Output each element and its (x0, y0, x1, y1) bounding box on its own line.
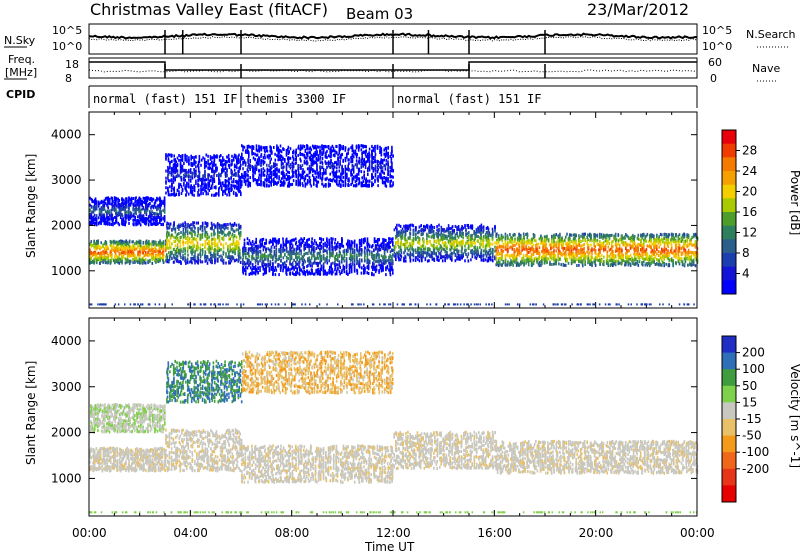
velocity_panel-colorbar-swatch-6 (722, 435, 736, 453)
nave-tick-top: 60 (708, 56, 722, 69)
xaxis-label: Time UT (364, 540, 415, 554)
velocity_panel-colorbar-swatch-3 (722, 385, 736, 403)
cpid-segment-2: normal (fast) 151 IF (397, 92, 542, 106)
freq-tick-top: 18 (65, 58, 79, 71)
power_panel-bg (89, 112, 697, 308)
velocity_panel-colorbar-swatch-9 (722, 485, 736, 503)
velocity_panel-colorbar-swatch-0 (722, 336, 736, 354)
velocity_panel-colorbar-swatch-5 (722, 419, 736, 437)
xtick-2: 08:00 (275, 526, 310, 540)
nsky-tick-top: 10^5 (52, 24, 82, 37)
nave-tick-bottom: 0 (710, 72, 717, 85)
nave-trace (88, 69, 698, 73)
power_panel-colorbar-swatch-0 (722, 130, 736, 145)
beam-label: Beam 03 (346, 5, 413, 23)
freq-unit: [MHz] (5, 66, 37, 79)
velocity_panel-ytick-2: 2000 (51, 426, 82, 440)
date-label: 23/Mar/2012 (587, 0, 689, 19)
velocity_panel-colorbar-tick-5: -50 (742, 429, 762, 443)
nsearch-label: N.Search (746, 28, 796, 41)
velocity_panel-colorbar-swatch-8 (722, 468, 736, 486)
power_panel-colorbar-tick-6: 4 (742, 267, 750, 281)
cpid-segment-0: normal (fast) 151 IF (93, 92, 238, 106)
velocity_panel-ytick-0: 4000 (51, 334, 82, 348)
nsearch-tick-bottom: 10^0 (702, 40, 732, 53)
velocity_panel-colorbar-tick-0: 200 (742, 346, 765, 360)
power_panel-colorbar-swatch-7 (722, 225, 736, 240)
nsky-tick-bottom: 10^0 (52, 40, 82, 53)
power_panel-colorbar-swatch-9 (722, 253, 736, 268)
power_panel-colorbar-swatch-8 (722, 239, 736, 254)
xtick-5: 20:00 (579, 526, 614, 540)
power_panel-colorbar-swatch-11 (722, 280, 736, 295)
plot-title: Christmas Valley East (fitACF) (90, 0, 328, 19)
velocity_panel-colorbar-tick-4: -15 (742, 412, 762, 426)
xtick-3: 12:00 (376, 526, 411, 540)
power_panel-colorbar-tick-4: 12 (742, 226, 757, 240)
nsearch-tick-top: 10^5 (702, 24, 732, 37)
freq-label: Freq. (8, 53, 35, 66)
velocity_panel-bg (89, 318, 697, 516)
cpid-label: CPID (6, 88, 35, 101)
power_panel-colorbar-swatch-3 (722, 171, 736, 186)
power_panel-colorbar-swatch-1 (722, 143, 736, 158)
velocity_panel-colorbar-tick-2: 50 (742, 379, 757, 393)
velocity_panel-colorbar-tick-6: -100 (742, 445, 769, 459)
power_panel-group (88, 111, 740, 309)
velocity_panel-ytick-1: 3000 (51, 380, 82, 394)
power_panel-colorbar-tick-5: 8 (742, 246, 750, 260)
velocity_panel-colorbar-swatch-4 (722, 402, 736, 420)
velocity_panel-ytick-3: 1000 (51, 471, 82, 485)
xtick-1: 04:00 (173, 526, 208, 540)
power_panel-ytick-0: 4000 (51, 128, 82, 142)
power_panel-colorbar-swatch-10 (722, 266, 736, 281)
power-colorbar-label: Power [dB] (788, 170, 800, 235)
power_panel-colorbar-tick-1: 24 (742, 164, 757, 178)
velocity_panel-colorbar-tick-7: -200 (742, 462, 769, 476)
velocity_panel-ylabel: Slant Range [km] (24, 361, 38, 465)
xtick-0: 00:00 (72, 526, 107, 540)
velocity_panel-colorbar-swatch-2 (722, 369, 736, 387)
power_panel-colorbar-swatch-2 (722, 157, 736, 172)
xtick-4: 16:00 (477, 526, 512, 540)
power_panel-colorbar-tick-2: 20 (742, 185, 757, 199)
velocity_panel-colorbar-tick-3: 15 (742, 395, 757, 409)
power_panel-colorbar-swatch-4 (722, 184, 736, 199)
power_panel-ylabel: Slant Range [km] (24, 154, 38, 258)
power_panel-colorbar-tick-3: 16 (742, 205, 757, 219)
power_panel-colorbar-tick-0: 28 (742, 144, 757, 158)
power_panel-ytick-1: 3000 (51, 173, 82, 187)
freq-trace (89, 61, 697, 71)
velocity_panel-colorbar-swatch-7 (722, 452, 736, 470)
power_panel-colorbar-swatch-5 (722, 198, 736, 213)
power_panel-ytick-2: 2000 (51, 218, 82, 232)
velocity_panel-colorbar-tick-1: 100 (742, 362, 765, 376)
power_panel-ytick-3: 1000 (51, 264, 82, 278)
freq-tick-bottom: 8 (65, 72, 72, 85)
velocity-colorbar-label: Velocity [m s^-1] (788, 364, 800, 468)
velocity_panel-group (88, 317, 740, 517)
power_panel-colorbar-swatch-6 (722, 212, 736, 227)
nave-label: Nave (752, 62, 780, 75)
xtick-6: 00:00 (680, 526, 715, 540)
nsky-label: N.Sky (4, 34, 36, 47)
velocity_panel-colorbar-swatch-1 (722, 352, 736, 370)
cpid-segment-1: themis 3300 IF (245, 92, 346, 106)
